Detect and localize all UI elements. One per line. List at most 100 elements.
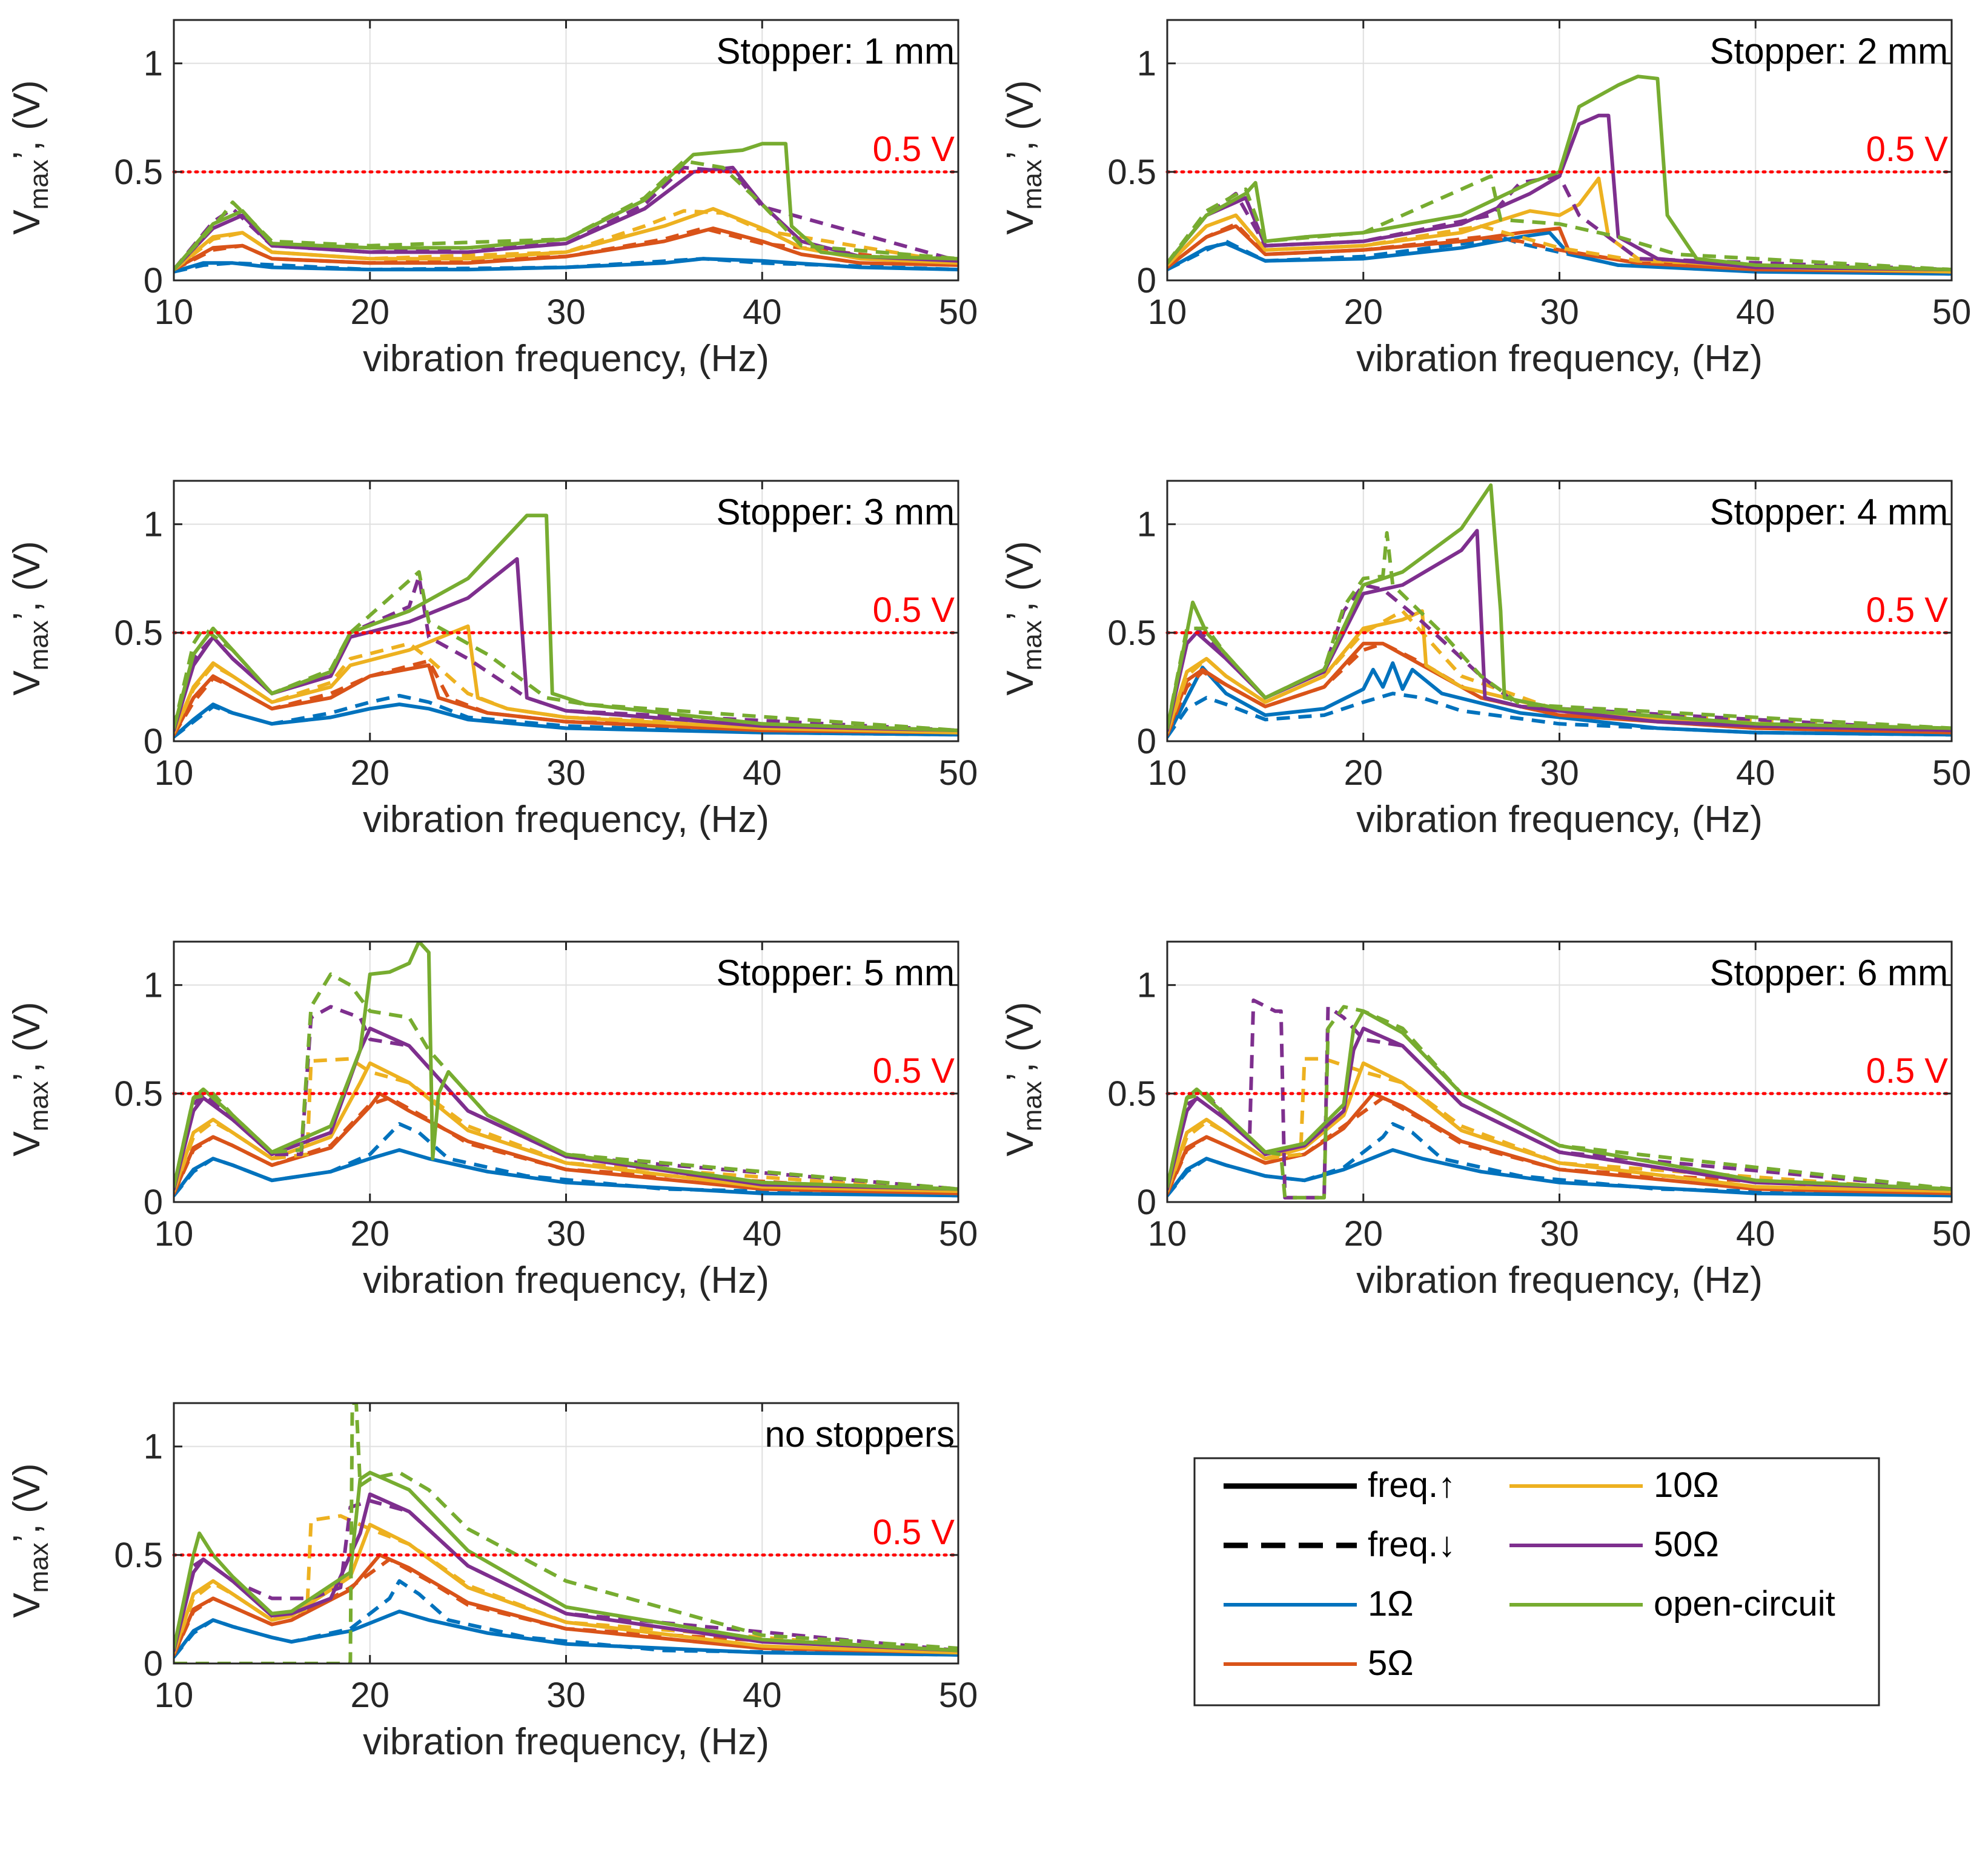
panel-title: Stopper: 3 mm <box>717 492 955 532</box>
series-line-oc-down <box>1167 174 1952 272</box>
series-line-r10-down <box>1167 1057 1952 1194</box>
x-axis-label: vibration frequency, (Hz) <box>363 1721 769 1763</box>
series-line-r50-down <box>174 574 958 733</box>
series-line-r5-down <box>1167 222 1952 274</box>
x-tick-label: 50 <box>939 292 978 332</box>
y-tick-label: 1 <box>1137 966 1156 1005</box>
series-line-r1-up <box>1167 661 1952 739</box>
legend-label-7: 5Ω <box>1368 1644 1414 1683</box>
y-tick-label: 0 <box>144 722 163 761</box>
x-tick-label: 40 <box>1736 1214 1775 1254</box>
x-tick-label: 10 <box>154 292 194 332</box>
reference-label: 0.5 V <box>1866 1051 1949 1091</box>
y-tick-label: 0 <box>1137 1183 1156 1222</box>
series-line-r1-down <box>1167 1122 1952 1198</box>
x-tick-label: 20 <box>1344 292 1383 332</box>
x-axis-label: vibration frequency, (Hz) <box>1356 338 1763 380</box>
y-tick-label: 1 <box>1137 44 1156 84</box>
series-line-r50-down <box>174 1499 958 1653</box>
y-axis-label: Vmax’, (V) <box>6 1463 54 1617</box>
y-tick-label: 0 <box>1137 722 1156 761</box>
reference-label: 0.5 V <box>1866 130 1949 169</box>
series-line-r10-up <box>174 206 958 272</box>
series-line-oc-down <box>174 1403 958 1663</box>
series-line-r5-down <box>174 1558 958 1656</box>
x-axis-label: vibration frequency, (Hz) <box>1356 1260 1763 1301</box>
series-line-r50-up <box>1167 529 1952 733</box>
y-tick-label: 0 <box>144 1644 163 1683</box>
series-line-r5-down <box>1167 641 1952 736</box>
reference-label: 0.5 V <box>873 590 955 630</box>
y-tick-label: 0.5 <box>114 153 163 192</box>
x-tick-label: 50 <box>939 753 978 793</box>
y-tick-label: 0.5 <box>1107 613 1156 653</box>
legend: freq.↑ 10Ω freq.↓ 50Ω 1Ω open-circuit 5Ω <box>1193 1457 1880 1706</box>
y-tick-label: 0.5 <box>114 1536 163 1575</box>
series-group <box>1167 483 1952 739</box>
y-tick-label: 0.5 <box>1107 1074 1156 1114</box>
series-group <box>1167 998 1952 1200</box>
legend-label-2: 10Ω <box>1654 1465 1719 1505</box>
x-tick-label: 30 <box>1540 753 1579 793</box>
legend-label-4: 50Ω <box>1654 1525 1719 1564</box>
y-tick-label: 0 <box>1137 261 1156 300</box>
x-tick-label: 50 <box>1932 1214 1972 1254</box>
series-line-r10-down <box>1167 609 1952 733</box>
y-tick-label: 1 <box>144 1427 163 1467</box>
x-tick-label: 10 <box>154 1214 194 1254</box>
reference-label: 0.5 V <box>1866 590 1949 630</box>
x-axis-label: vibration frequency, (Hz) <box>363 338 769 380</box>
x-tick-label: 50 <box>1932 292 1972 332</box>
x-tick-label: 50 <box>939 1214 978 1254</box>
x-tick-label: 40 <box>1736 292 1775 332</box>
series-group <box>1167 74 1952 276</box>
y-tick-label: 1 <box>144 966 163 1005</box>
series-line-r5-down <box>174 226 958 271</box>
y-axis-label: Vmax’, (V) <box>999 541 1047 695</box>
series-line-oc-down <box>174 159 958 271</box>
x-tick-label: 20 <box>1344 753 1383 793</box>
legend-label-6: open-circuit <box>1654 1584 1835 1624</box>
x-tick-label: 50 <box>1932 753 1972 793</box>
y-tick-label: 1 <box>144 505 163 544</box>
legend-label-3: freq.↓ <box>1368 1525 1456 1564</box>
series-line-r1-up <box>174 702 958 739</box>
series-group <box>174 142 958 274</box>
series-line-r1-down <box>1167 235 1952 276</box>
x-tick-label: 40 <box>743 753 782 793</box>
series-line-r50-down <box>174 1005 958 1191</box>
series-line-r5-up <box>1167 641 1952 737</box>
panel-title: Stopper: 1 mm <box>717 31 955 71</box>
series-line-r1-down <box>1167 692 1952 738</box>
panel-title: no stoppers <box>764 1414 955 1455</box>
x-tick-label: 40 <box>743 292 782 332</box>
series-line-oc-up <box>1167 74 1952 272</box>
series-line-oc-down <box>1167 531 1952 730</box>
series-line-r1-down <box>174 257 958 274</box>
x-tick-label: 20 <box>350 1214 389 1254</box>
series-line-r1-down <box>174 693 958 739</box>
y-tick-label: 0 <box>144 261 163 300</box>
panel-title: Stopper: 5 mm <box>717 953 955 993</box>
series-line-oc-up <box>174 142 958 272</box>
x-axis-label: vibration frequency, (Hz) <box>1356 799 1763 841</box>
x-tick-label: 30 <box>546 1676 586 1715</box>
series-group <box>174 942 958 1198</box>
y-tick-label: 0 <box>144 1183 163 1222</box>
x-tick-label: 20 <box>1344 1214 1383 1254</box>
x-tick-label: 40 <box>743 1214 782 1254</box>
series-line-r10-down <box>174 641 958 735</box>
legend-label-5: 1Ω <box>1368 1584 1414 1624</box>
x-tick-label: 10 <box>154 753 194 793</box>
x-axis-label: vibration frequency, (Hz) <box>363 1260 769 1301</box>
legend-label-1: freq.↑ <box>1368 1465 1456 1505</box>
y-tick-label: 1 <box>1137 505 1156 544</box>
panel-title: Stopper: 2 mm <box>1710 31 1949 71</box>
y-axis-label: Vmax’, (V) <box>6 541 54 695</box>
legend-box <box>1193 1457 1880 1706</box>
series-line-r10-down <box>1167 213 1952 274</box>
series-line-oc-down <box>174 972 958 1191</box>
series-line-r1-down <box>174 1579 958 1659</box>
y-axis-label: Vmax’, (V) <box>6 80 54 234</box>
